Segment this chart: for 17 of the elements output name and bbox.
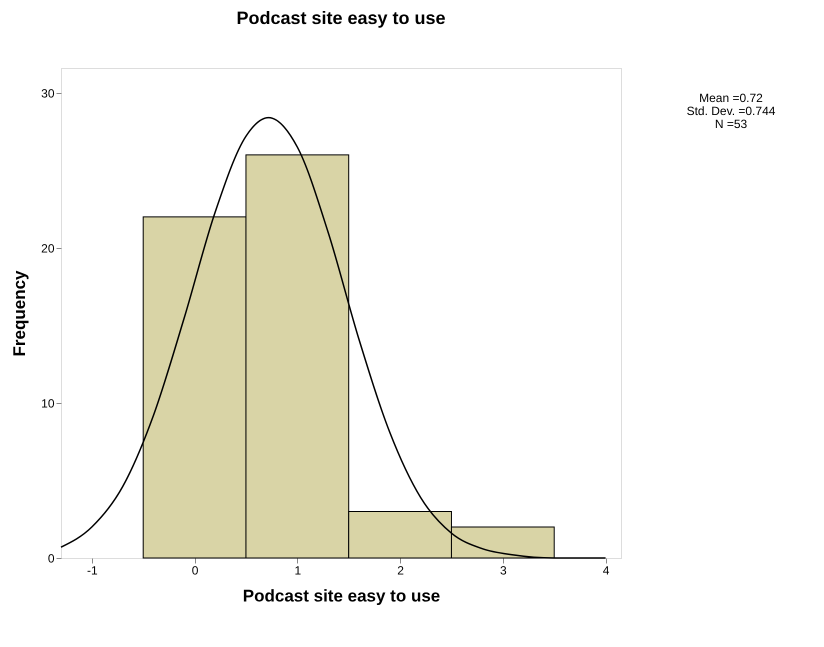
x-tick-label: 0 [192,564,199,578]
y-tick-label: 10 [41,396,55,410]
x-tick-label: 2 [397,564,404,578]
y-tick-label: 0 [48,552,55,566]
text: N =53 [714,117,748,131]
line-series [60,116,606,559]
x-tick-label: -1 [86,564,98,578]
x-tick-label: 1 [294,564,302,578]
text: Std. Dev. =0.744 [686,104,776,118]
x-axis-title: Podcast site easy to use [242,586,440,606]
y-tick-label: 30 [41,86,55,100]
y-axis-title: Frequency [10,270,30,356]
x-tick-label: 3 [500,564,507,578]
x-tick-label: 4 [602,564,610,578]
y-tick-label: 20 [41,241,55,256]
text: Mean =0.72 [699,91,764,105]
chart-title: Podcast site easy to use [236,8,446,28]
